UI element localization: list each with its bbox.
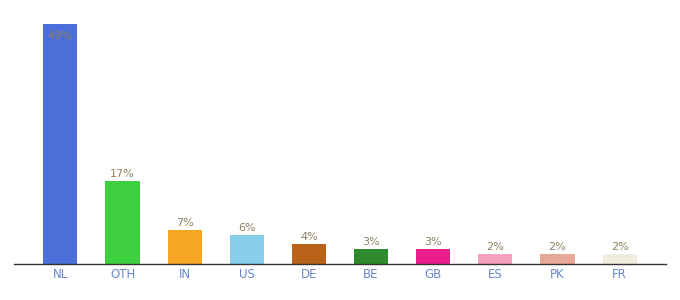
Text: 4%: 4%: [300, 232, 318, 242]
Bar: [416, 249, 450, 264]
Text: 2%: 2%: [549, 242, 566, 252]
Text: 7%: 7%: [175, 218, 194, 228]
Bar: [230, 235, 264, 264]
Bar: [602, 254, 636, 264]
Bar: [292, 244, 326, 264]
Bar: [167, 230, 202, 264]
Text: 2%: 2%: [486, 242, 505, 252]
Bar: [541, 254, 575, 264]
Bar: [44, 24, 78, 264]
Text: 3%: 3%: [362, 237, 380, 247]
Text: 17%: 17%: [110, 169, 135, 179]
Bar: [478, 254, 513, 264]
Bar: [105, 181, 139, 264]
Text: 6%: 6%: [238, 223, 256, 232]
Text: 2%: 2%: [611, 242, 628, 252]
Text: 3%: 3%: [424, 237, 442, 247]
Text: 49%: 49%: [48, 31, 73, 41]
Bar: [354, 249, 388, 264]
